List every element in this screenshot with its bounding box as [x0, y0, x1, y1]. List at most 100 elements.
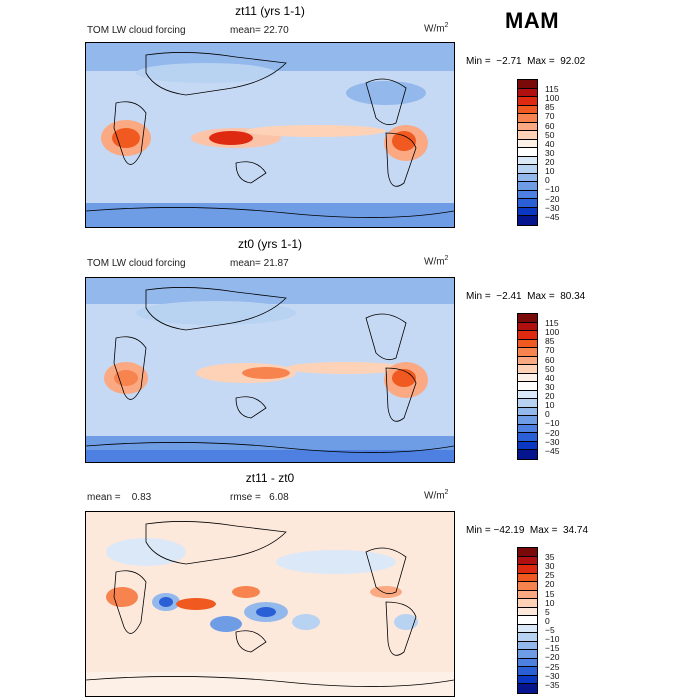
panel1-unit: W/m2	[424, 22, 449, 35]
colorbar-segment	[518, 122, 537, 132]
panel3-title: zt11 - zt0	[245, 471, 295, 485]
colorbar-tick-label: 30	[545, 561, 555, 572]
colorbar-segment	[518, 573, 537, 583]
colorbar-tick-label: 35	[545, 552, 555, 562]
panel2-unit: W/m2	[424, 255, 449, 268]
colorbar-tick-label: 30	[545, 381, 555, 392]
panel3-map-canvas	[86, 512, 454, 696]
colorbar-segment	[518, 331, 537, 340]
colorbar-tick-label: −45	[545, 211, 560, 222]
panel3-rmse: rmse = 6.08	[230, 492, 289, 503]
colorbar-tick-label: −10	[545, 634, 560, 645]
colorbar-segment	[518, 650, 537, 659]
colorbar-segment	[518, 173, 537, 183]
colorbar-segment	[518, 433, 537, 442]
colorbar-segment	[518, 582, 537, 591]
colorbar-tick-label: 85	[545, 102, 555, 113]
colorbar-tick-label: 60	[545, 120, 555, 131]
panel3-colorbar	[517, 547, 538, 694]
colorbar-segment	[518, 365, 537, 374]
colorbar-tick-label: −35	[545, 679, 560, 690]
colorbar-tick-label: −5	[545, 625, 555, 635]
colorbar-segment	[518, 114, 537, 123]
colorbar-tick-label: 115	[545, 318, 559, 328]
colorbar-tick-label: 10	[545, 166, 555, 177]
colorbar-segment	[518, 314, 537, 323]
colorbar-tick-label: 40	[545, 372, 555, 383]
colorbar-tick-label: 50	[545, 129, 555, 140]
colorbar-tick-label: 0	[545, 615, 550, 626]
colorbar-segment	[518, 88, 537, 98]
colorbar-tick-label: 20	[545, 391, 555, 401]
colorbar-segment	[518, 548, 537, 557]
colorbar-segment	[518, 624, 537, 634]
colorbar-segment	[518, 641, 537, 651]
colorbar-segment	[518, 599, 537, 608]
panel2-mean: mean= 21.87	[230, 258, 289, 269]
colorbar-segment	[518, 416, 537, 425]
panel1-mean: mean= 22.70	[230, 25, 289, 36]
colorbar-tick-label: 70	[545, 111, 555, 122]
colorbar-segment	[518, 339, 537, 349]
colorbar-tick-label: −20	[545, 652, 560, 663]
colorbar-segment	[518, 165, 537, 174]
colorbar-tick-label: 20	[545, 157, 555, 167]
colorbar-segment	[518, 190, 537, 200]
colorbar-tick-label: −20	[545, 193, 560, 204]
colorbar-segment	[518, 97, 537, 106]
colorbar-tick-label: −30	[545, 202, 560, 213]
colorbar-tick-label: 25	[545, 570, 555, 581]
colorbar-tick-label: 15	[545, 588, 555, 599]
colorbar-segment	[518, 633, 537, 642]
colorbar-segment	[518, 607, 537, 617]
colorbar-segment	[518, 441, 537, 451]
colorbar-segment	[518, 684, 537, 693]
panel1-title: zt11 (yrs 1-1)	[235, 4, 305, 18]
colorbar-segment	[518, 658, 537, 668]
colorbar-tick-label: −30	[545, 670, 560, 681]
panel3-mean: mean = 0.83	[87, 492, 152, 503]
panel3-minmax: Min = −42.19 Max = 34.74	[466, 525, 589, 536]
colorbar-segment	[518, 424, 537, 434]
colorbar-segment	[518, 616, 537, 625]
colorbar-segment	[518, 148, 537, 157]
panel2-variable-label: TOM LW cloud forcing	[87, 258, 186, 269]
colorbar-segment	[518, 105, 537, 115]
colorbar-tick-label: 40	[545, 138, 555, 149]
colorbar-tick-label: 30	[545, 147, 555, 158]
panel2-colorbar	[517, 313, 538, 460]
colorbar-segment	[518, 675, 537, 685]
colorbar-tick-label: 5	[545, 606, 550, 617]
colorbar-tick-label: −30	[545, 436, 560, 447]
colorbar-segment	[518, 216, 537, 225]
colorbar-tick-label: −20	[545, 427, 560, 438]
colorbar-segment	[518, 450, 537, 459]
panel3-colorbar-ticks: 35 30 25 20 15 10 5 0 −5 −10 −15 −20 −25 −30 −35	[545, 552, 585, 690]
colorbar-tick-label: 0	[545, 409, 550, 420]
colorbar-tick-label: 50	[545, 363, 555, 374]
panel2-title: zt0 (yrs 1-1)	[237, 237, 302, 251]
colorbar-tick-label: 0	[545, 175, 550, 186]
panel2-minmax: Min = −2.41 Max = 80.34	[466, 291, 586, 302]
colorbar-tick-label: 115	[545, 84, 559, 94]
colorbar-segment	[518, 322, 537, 332]
panel1-map	[85, 42, 455, 228]
colorbar-tick-label: 70	[545, 345, 555, 356]
colorbar-tick-label: 100	[545, 327, 560, 338]
colorbar-segment	[518, 407, 537, 417]
panel1-minmax: Min = −2.71 Max = 92.02	[466, 56, 586, 67]
colorbar-segment	[518, 373, 537, 383]
colorbar-segment	[518, 199, 537, 208]
panel1-colorbar-ticks: 115 100 85 70 60 50 40 30 20 10 0 −10 −20 −30 −45	[545, 84, 585, 222]
colorbar-tick-label: 10	[545, 597, 555, 608]
panel3-unit: W/m2	[424, 489, 449, 502]
colorbar-segment	[518, 131, 537, 140]
colorbar-segment	[518, 556, 537, 566]
colorbar-segment	[518, 565, 537, 574]
panel1-colorbar	[517, 79, 538, 226]
panel2-map	[85, 277, 455, 463]
colorbar-tick-label: −10	[545, 184, 560, 195]
colorbar-segment	[518, 390, 537, 400]
colorbar-tick-label: 60	[545, 354, 555, 365]
colorbar-tick-label: 20	[545, 579, 555, 590]
